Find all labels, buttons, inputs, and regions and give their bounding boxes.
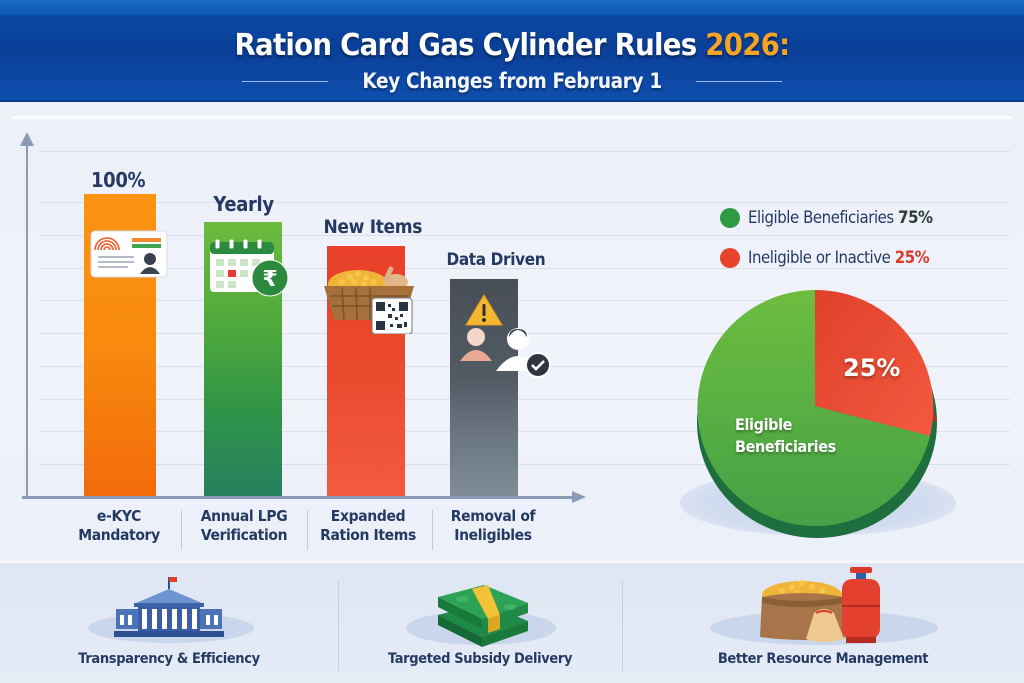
gridline [40, 151, 1010, 152]
category-line: Ineligibles [454, 526, 532, 544]
benefits-panel: Transparency & Efficiency Targeted Subsi… [0, 560, 1024, 683]
gridline [40, 464, 1010, 465]
x-axis [22, 496, 574, 499]
pie-label-line: Beneficiaries [735, 437, 836, 456]
red-dot-icon [720, 248, 740, 268]
category-line: Ration Items [320, 526, 416, 544]
benefit-label: Transparency & Efficiency [78, 651, 260, 667]
legend-value: 75% [898, 208, 933, 228]
subtitle-row: Key Changes from February 1 [0, 66, 1024, 96]
pie-slice-label-green: Eligible Beneficiaries [735, 414, 836, 458]
title-year: 2026: [705, 28, 790, 63]
pie-label-line: Eligible [735, 415, 793, 434]
legend-text: Ineligible or Inactive 25% [748, 248, 930, 268]
legend-text: Eligible Beneficiaries 75% [748, 208, 933, 228]
category-label-annual-lpg: Annual LPG Verification [190, 507, 298, 545]
y-axis [26, 142, 28, 498]
category-label-removal: Removal of Ineligibles [440, 507, 546, 545]
bar-annotation: 100% [91, 168, 146, 192]
category-divider [181, 510, 182, 550]
legend-label: Ineligible or Inactive [748, 248, 891, 268]
category-line: Expanded [330, 507, 406, 525]
grain-sack-gas-cylinder-icon [752, 565, 892, 650]
pie-chart: 25% Eligible Beneficiaries [693, 288, 943, 538]
pie-slice-label-red: 25% [843, 354, 901, 382]
subtitle-divider-right [696, 80, 783, 82]
gridline [40, 268, 1010, 269]
government-building-icon [114, 575, 224, 646]
cash-bundle-icon [432, 575, 532, 652]
category-line: Removal of [450, 507, 536, 525]
benefit-targeted-subsidy: Targeted Subsidy Delivery [338, 563, 622, 683]
gridline [40, 235, 1010, 236]
svg-text:₹: ₹ [262, 267, 277, 292]
subtitle-divider-left [241, 80, 328, 82]
title-main: Ration Card Gas Cylinder Rules [234, 28, 706, 63]
gridline [40, 431, 1010, 432]
bar-annotation: Data Driven [446, 250, 546, 270]
gridline [40, 399, 1010, 400]
benefit-transparency: Transparency & Efficiency [0, 563, 338, 683]
benefit-divider [622, 581, 623, 671]
chart-area: 100% Yearly [0, 104, 1024, 556]
legend-label: Eligible Beneficiaries [748, 208, 894, 228]
category-line: Verification [200, 526, 288, 544]
gridline [40, 300, 1010, 301]
legend-value: 25% [894, 248, 930, 268]
category-divider [432, 510, 433, 550]
aadhaar-id-card-icon [90, 230, 168, 283]
category-line: e-KYC [96, 507, 142, 525]
legend-item-eligible: Eligible Beneficiaries 75% [720, 208, 958, 228]
grain-basket-qr-icon [322, 262, 418, 339]
warning-users-check-icon [456, 293, 556, 384]
benefit-label: Better Resource Management [717, 651, 929, 667]
category-divider [307, 510, 308, 550]
green-dot-icon [720, 208, 740, 228]
page-subtitle: Key Changes from February 1 [362, 69, 662, 93]
benefit-resource-management: Better Resource Management [622, 563, 1024, 683]
calendar-rupee-icon: ₹ [208, 234, 294, 305]
header-banner: Ration Card Gas Cylinder Rules 2026: Key… [0, 0, 1024, 102]
page-title: Ration Card Gas Cylinder Rules 2026: [41, 28, 983, 63]
bar-annotation: New Items [323, 216, 423, 238]
category-label-expanded-ration: Expanded Ration Items [312, 507, 424, 545]
x-axis-arrow-icon [572, 491, 586, 503]
benefit-divider [338, 581, 339, 671]
category-line: Annual LPG [200, 507, 288, 525]
category-label-ekyc: e-KYC Mandatory [66, 507, 172, 545]
bar-annotation: Yearly [213, 192, 274, 216]
legend-item-ineligible: Ineligible or Inactive 25% [720, 248, 954, 268]
category-line: Mandatory [78, 526, 160, 544]
gridline [40, 202, 1010, 203]
gridline [12, 116, 1012, 119]
y-axis-arrow-icon [20, 132, 34, 146]
benefit-label: Targeted Subsidy Delivery [387, 651, 573, 667]
